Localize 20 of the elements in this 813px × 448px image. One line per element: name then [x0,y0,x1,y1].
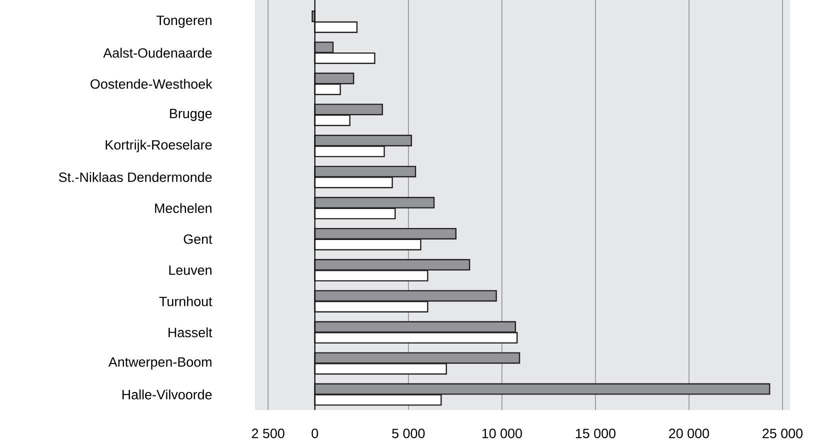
x-tick-label: 10 000 [482,428,522,438]
y-tick-label: Hasselt [168,327,212,338]
y-tick-label: Antwerpen-Boom [108,357,212,370]
y-tick-label: Halle-Vilvoorde [122,390,212,400]
y-tick-label: Leuven [169,266,212,275]
y-tick-label: Brugge [170,108,212,121]
x-tick-label: 2 500 [252,428,284,438]
x-tick-label: 15 000 [576,428,616,438]
x-tick-label: 25 000 [762,428,803,438]
y-tick-label: Tongeren [156,16,212,28]
y-tick-label: St.-Niklaas Dendermonde [58,172,212,182]
x-tick-label: 5 000 [392,428,425,438]
y-tick-label: Aalst-Oudenaarde [103,48,212,58]
y-tick-label: Mechelen [155,203,212,214]
x-tick-label: 0 [312,428,318,438]
x-tick-label: 20 000 [669,428,710,438]
y-tick-label: Gent [184,234,212,244]
y-tick-label: Kortrijk-Roeselare [106,140,212,152]
y-tick-label: Oostende-Westhoek [90,78,212,89]
y-tick-label: Turnhout [159,296,212,306]
